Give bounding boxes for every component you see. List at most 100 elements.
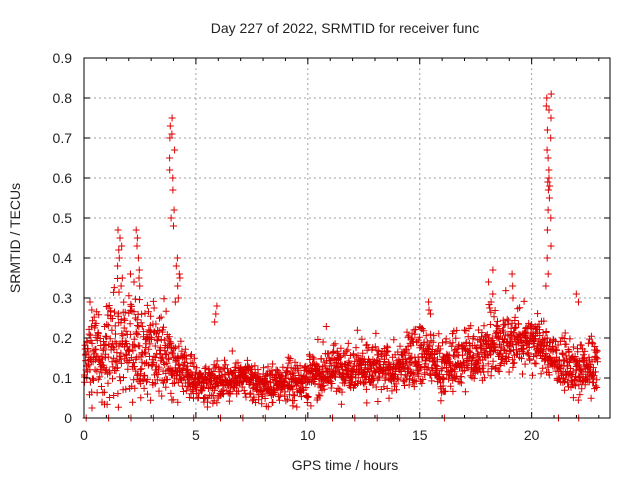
data-point: [342, 347, 350, 355]
x-tick-label: 5: [192, 427, 200, 443]
data-point: [261, 395, 269, 402]
spike-point: [135, 266, 143, 274]
data-point: [137, 353, 145, 361]
data-point: [130, 335, 138, 343]
data-point: [585, 362, 593, 370]
data-point: [121, 308, 129, 316]
data-point: [407, 359, 415, 366]
data-point: [505, 354, 513, 361]
data-point: [150, 358, 158, 366]
data-point: [152, 354, 160, 361]
data-point: [90, 376, 97, 384]
data-point: [328, 380, 336, 387]
data-point: [500, 345, 508, 353]
data-point: [163, 376, 171, 384]
data-point: [169, 396, 177, 404]
data-point: [124, 365, 132, 373]
data-point: [108, 315, 116, 322]
data-point: [120, 315, 128, 323]
data-point: [333, 363, 341, 371]
data-point: [503, 315, 511, 323]
data-point: [116, 373, 124, 381]
data-point: [516, 304, 524, 312]
spike-point: [174, 294, 182, 302]
data-point: [422, 332, 430, 340]
data-point: [407, 342, 415, 350]
data-point: [304, 393, 312, 401]
data-point: [403, 328, 411, 336]
data-point: [363, 399, 371, 407]
data-point: [459, 351, 466, 359]
data-point: [153, 376, 161, 384]
data-point: [294, 367, 302, 375]
data-point: [385, 394, 393, 402]
data-point: [428, 377, 436, 385]
data-point: [104, 353, 112, 361]
spike-point: [117, 282, 125, 290]
data-point: [489, 357, 497, 365]
data-point: [103, 321, 111, 328]
data-point: [510, 329, 518, 337]
data-point: [100, 388, 108, 396]
data-point: [95, 311, 103, 319]
spike-point: [542, 282, 550, 290]
data-point: [363, 341, 371, 349]
data-point: [98, 369, 106, 377]
spike-point: [425, 298, 433, 306]
data-point: [509, 359, 517, 367]
data-point: [566, 335, 574, 343]
spike-point: [547, 242, 555, 250]
data-point: [131, 343, 139, 351]
data-point: [581, 381, 589, 389]
data-point: [225, 397, 233, 405]
data-point: [518, 355, 525, 363]
data-point: [271, 389, 279, 397]
data-point: [436, 345, 444, 353]
data-point: [160, 295, 168, 303]
data-point: [539, 346, 547, 354]
data-point: [183, 362, 191, 370]
data-point: [270, 386, 278, 394]
data-point: [220, 364, 228, 372]
data-point: [546, 339, 553, 347]
data-point: [466, 349, 474, 357]
data-point: [394, 374, 401, 382]
data-point: [371, 343, 379, 351]
data-point: [539, 364, 547, 372]
data-point: [283, 367, 291, 375]
spike-point: [127, 270, 134, 278]
data-point: [145, 308, 152, 316]
x-tick-label: 10: [300, 427, 316, 443]
data-point: [402, 376, 410, 384]
data-point: [459, 367, 467, 375]
data-point: [264, 363, 272, 371]
data-point: [200, 383, 208, 391]
spike-point: [547, 114, 555, 122]
data-point: [553, 346, 561, 354]
data-point: [529, 340, 537, 347]
data-point: [592, 368, 599, 376]
data-point: [195, 369, 203, 377]
spike-point: [543, 226, 551, 234]
data-point: [182, 387, 190, 395]
data-point: [130, 308, 138, 316]
data-point: [302, 384, 310, 391]
data-point: [470, 374, 478, 382]
data-point: [222, 361, 230, 369]
data-point: [219, 386, 227, 394]
data-point: [366, 371, 373, 379]
data-point: [141, 371, 149, 379]
data-point: [246, 390, 254, 398]
spike-point: [547, 134, 555, 142]
data-point: [344, 346, 352, 354]
data-point: [140, 384, 148, 392]
spike-point: [211, 318, 219, 326]
data-point: [230, 368, 238, 376]
data-point: [413, 338, 421, 346]
data-point: [580, 354, 588, 362]
spike-point: [171, 146, 179, 154]
data-point: [579, 351, 587, 359]
data-point: [131, 314, 139, 322]
data-point: [150, 304, 158, 312]
data-point: [569, 394, 577, 402]
